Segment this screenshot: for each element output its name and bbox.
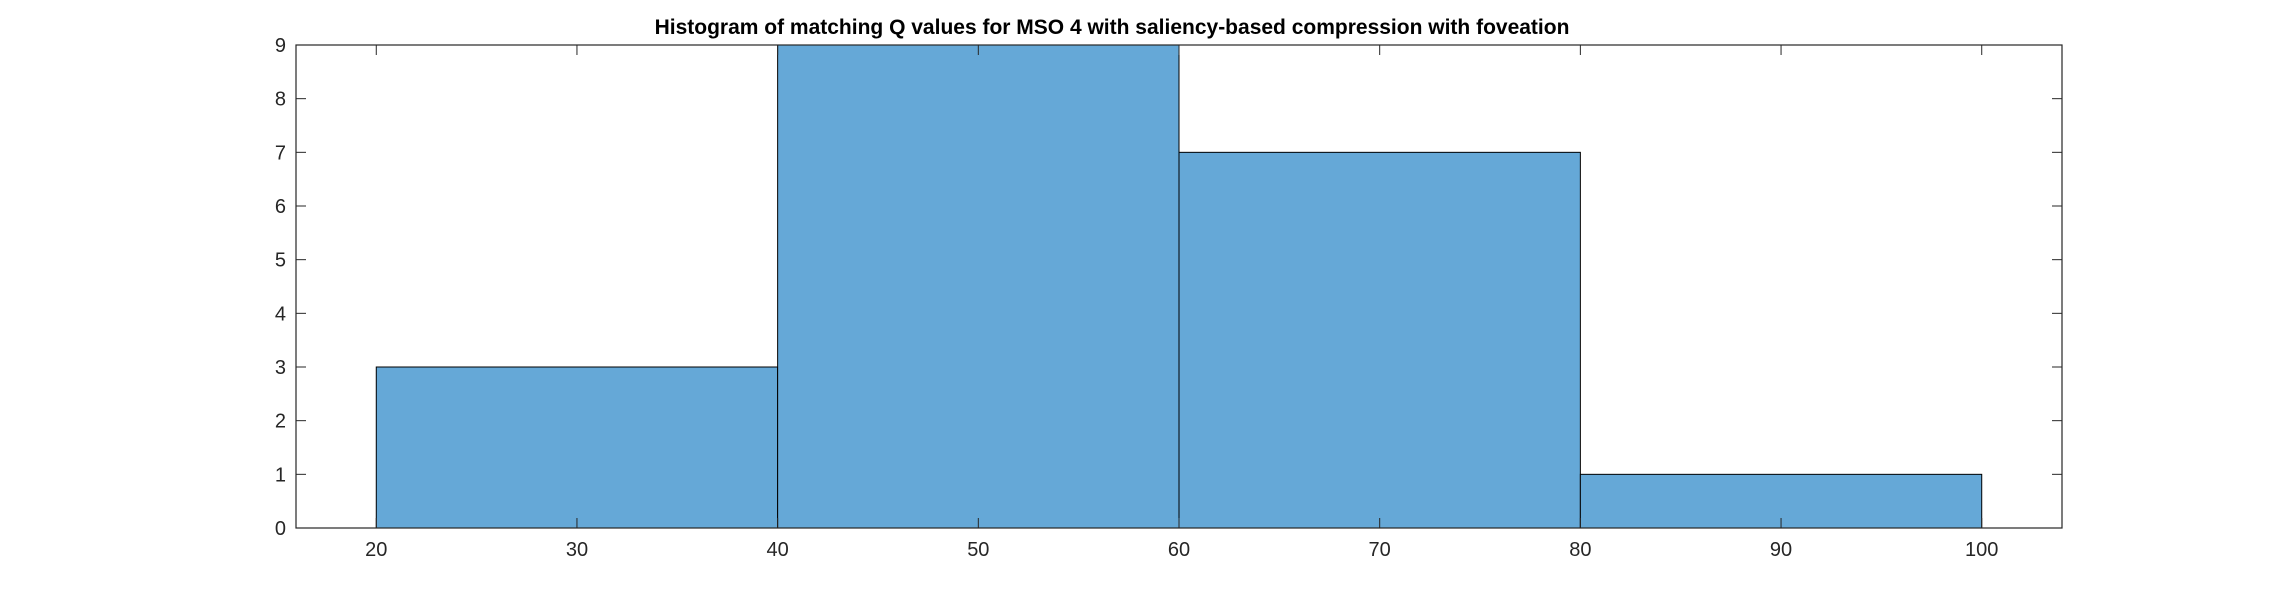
histogram-bar-20-40 [375, 366, 779, 529]
x-tick-label: 100 [1965, 539, 1998, 561]
x-tick-label: 60 [1168, 539, 1190, 561]
histogram-bar-40-60 [777, 44, 1180, 529]
y-tick-label: 5 [275, 250, 286, 272]
x-tick-label: 50 [967, 539, 989, 561]
y-tick-label: 9 [275, 35, 286, 57]
y-tick-label: 7 [275, 142, 286, 164]
ticks-layer: 20 30 40 50 60 70 80 90 100 0 1 2 3 4 5 6 7 8 9 [275, 35, 2062, 561]
y-tick-label: 0 [275, 518, 286, 540]
bars-layer [375, 44, 1983, 529]
x-tick-label: 40 [767, 539, 789, 561]
x-tick-label: 80 [1569, 539, 1591, 561]
chart-title: Histogram of matching Q values for MSO 4… [655, 16, 1570, 39]
y-tick-label: 2 [275, 411, 286, 433]
y-tick-label: 6 [275, 196, 286, 218]
x-tick-label: 90 [1770, 539, 1792, 561]
y-tick-label: 8 [275, 89, 286, 111]
histogram-bar-60-80 [1178, 151, 1581, 529]
y-tick-label: 1 [275, 464, 286, 486]
x-tick-label: 20 [365, 539, 387, 561]
y-tick-label: 3 [275, 357, 286, 379]
y-tick-label: 4 [275, 303, 286, 325]
x-tick-label: 30 [566, 539, 588, 561]
x-tick-label: 70 [1369, 539, 1391, 561]
